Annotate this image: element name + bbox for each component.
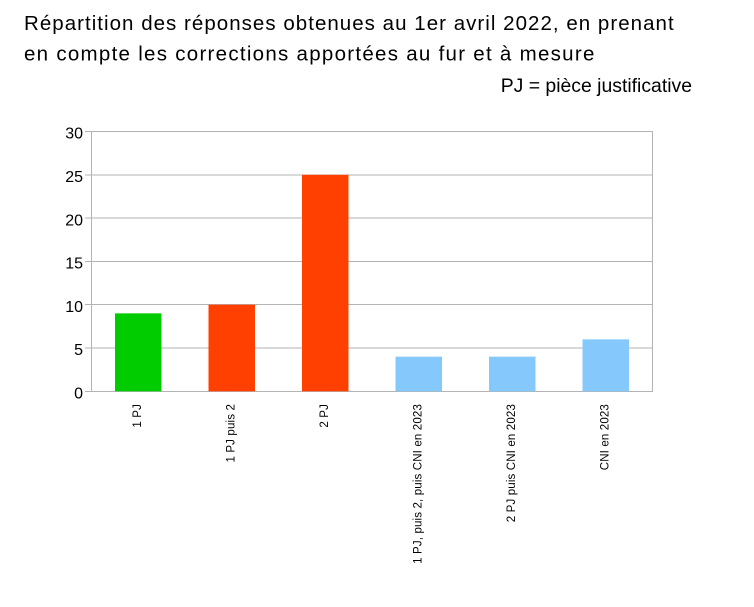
svg-text:25: 25 <box>65 169 83 186</box>
svg-text:en compte les corrections appo: en compte les corrections apportées au f… <box>24 43 596 66</box>
svg-text:0: 0 <box>74 386 83 403</box>
svg-text:15: 15 <box>65 256 83 273</box>
svg-text:PJ = pièce justificative: PJ = pièce justificative <box>501 75 692 97</box>
svg-text:1 PJ: 1 PJ <box>132 404 144 428</box>
svg-text:1 PJ puis 2: 1 PJ puis 2 <box>226 404 238 463</box>
svg-text:CNI en 2023: CNI en 2023 <box>600 404 612 470</box>
svg-text:10: 10 <box>65 299 83 316</box>
svg-text:20: 20 <box>65 212 83 229</box>
svg-text:Répartition des réponses obten: Répartition des réponses obtenues au 1er… <box>24 12 675 35</box>
svg-text:5: 5 <box>74 342 83 359</box>
svg-text:2 PJ puis CNI en 2023: 2 PJ puis CNI en 2023 <box>506 404 518 522</box>
svg-text:30: 30 <box>65 126 83 143</box>
svg-text:2 PJ: 2 PJ <box>319 404 331 428</box>
svg-text:1 PJ, puis 2, puis CNI en 2023: 1 PJ, puis 2, puis CNI en 2023 <box>413 404 425 564</box>
